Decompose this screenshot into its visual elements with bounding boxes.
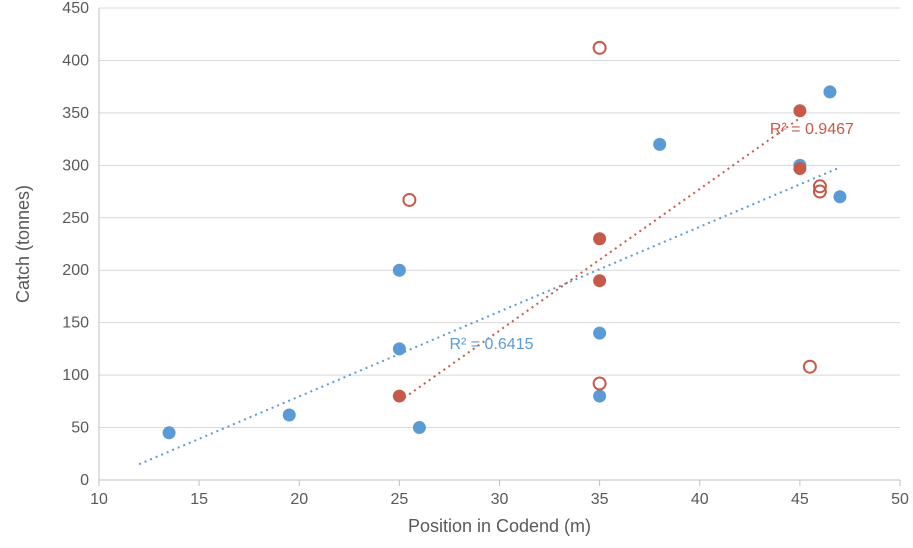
x-tick-label: 10 xyxy=(90,491,108,508)
data-point xyxy=(393,342,406,355)
data-point xyxy=(593,232,606,245)
y-tick-label: 350 xyxy=(62,105,89,122)
y-tick-label: 200 xyxy=(62,262,89,279)
x-tick-label: 35 xyxy=(591,491,609,508)
r-squared-label: R² = 0.6415 xyxy=(449,336,533,353)
x-tick-label: 15 xyxy=(190,491,208,508)
y-tick-label: 400 xyxy=(62,52,89,69)
data-point xyxy=(593,327,606,340)
y-tick-label: 250 xyxy=(62,210,89,227)
y-tick-label: 100 xyxy=(62,367,89,384)
data-point xyxy=(393,390,406,403)
x-axis-title: Position in Codend (m) xyxy=(408,516,591,536)
data-point xyxy=(793,104,806,117)
y-tick-label: 150 xyxy=(62,315,89,332)
x-tick-label: 30 xyxy=(491,491,509,508)
y-tick-label: 50 xyxy=(71,420,89,437)
x-tick-label: 45 xyxy=(791,491,809,508)
data-point xyxy=(833,190,846,203)
data-point xyxy=(653,138,666,151)
data-point xyxy=(393,264,406,277)
data-point xyxy=(823,85,836,98)
y-tick-label: 450 xyxy=(62,0,89,17)
x-tick-label: 20 xyxy=(290,491,308,508)
y-tick-label: 0 xyxy=(80,472,89,489)
data-point xyxy=(593,390,606,403)
x-tick-label: 50 xyxy=(891,491,909,508)
y-tick-label: 300 xyxy=(62,157,89,174)
data-point xyxy=(283,408,296,421)
plot-background xyxy=(0,0,913,548)
y-axis-title: Catch (tonnes) xyxy=(13,185,33,303)
data-point xyxy=(163,426,176,439)
x-tick-label: 40 xyxy=(691,491,709,508)
data-point xyxy=(593,274,606,287)
scatter-chart: 0 50 100 150 200 250 300 350 400 450 10 15 20 25 30 35 4… xyxy=(0,0,913,548)
x-tick-label: 25 xyxy=(390,491,408,508)
data-point xyxy=(413,421,426,434)
r-squared-label: R² = 0.9467 xyxy=(770,121,854,138)
data-point xyxy=(793,162,806,175)
